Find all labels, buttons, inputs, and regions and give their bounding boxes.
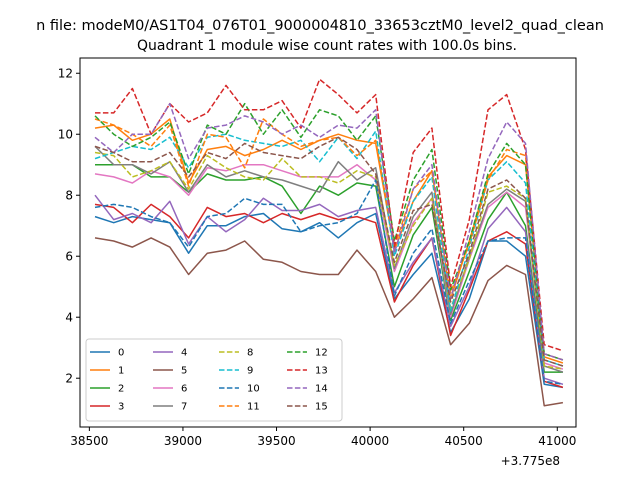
series-line-1 xyxy=(94,118,564,364)
series-line-4 xyxy=(94,194,564,386)
legend-label-0: 0 xyxy=(118,348,124,359)
figure-suptitle: n file: modeM0/AS1T04_076T01_9000004810_… xyxy=(36,18,604,34)
series-line-15 xyxy=(94,136,564,367)
series-line-9 xyxy=(94,130,564,367)
legend-label-8: 8 xyxy=(247,348,253,359)
series-layer xyxy=(94,78,564,407)
y-tick-label: 2 xyxy=(65,372,73,386)
legend-label-11: 11 xyxy=(247,402,260,413)
x-tick-label: 41000 xyxy=(538,434,576,448)
series-line-13 xyxy=(95,78,564,352)
series-line-8 xyxy=(94,151,564,370)
x-offset-label: +3.775e8 xyxy=(501,454,560,468)
axes-frame xyxy=(79,57,577,428)
legend-label-5: 5 xyxy=(181,366,187,377)
y-tick-label: 6 xyxy=(65,250,73,264)
x-tick-label: 39500 xyxy=(257,434,295,448)
x-tick-label: 40500 xyxy=(445,434,483,448)
x-tick-label: 40000 xyxy=(351,434,389,448)
legend-label-1: 1 xyxy=(118,366,124,377)
legend-label-2: 2 xyxy=(118,384,124,395)
series-line-10 xyxy=(94,179,564,386)
legend-label-12: 12 xyxy=(315,348,328,359)
y-tick-label: 12 xyxy=(58,67,73,81)
x-tick-label: 38500 xyxy=(70,434,108,448)
legend-label-13: 13 xyxy=(315,366,328,377)
legend-label-6: 6 xyxy=(181,384,187,395)
legend-label-14: 14 xyxy=(315,384,328,395)
series-line-12 xyxy=(94,102,564,361)
x-axis-ticks: 38500 39000 39500 40000 40500 41000 xyxy=(70,427,576,448)
y-tick-label: 4 xyxy=(65,311,73,325)
legend-label-3: 3 xyxy=(118,402,124,413)
series-line-5 xyxy=(94,237,564,407)
legend-label-15: 15 xyxy=(315,402,328,413)
chart-title: Quadrant 1 module wise count rates with … xyxy=(137,38,517,54)
legend-label-9: 9 xyxy=(247,366,253,377)
legend-frame xyxy=(85,338,343,422)
series-line-11 xyxy=(94,118,564,361)
y-tick-label: 8 xyxy=(65,189,73,203)
legend-label-7: 7 xyxy=(181,402,187,413)
legend-label-10: 10 xyxy=(247,384,260,395)
legend-label-4: 4 xyxy=(181,348,187,359)
y-tick-label: 10 xyxy=(58,128,73,142)
series-line-14 xyxy=(94,102,564,361)
y-axis-ticks: 2 4 6 8 10 12 xyxy=(58,67,80,386)
x-tick-label: 39000 xyxy=(164,434,202,448)
series-line-7 xyxy=(94,145,564,373)
